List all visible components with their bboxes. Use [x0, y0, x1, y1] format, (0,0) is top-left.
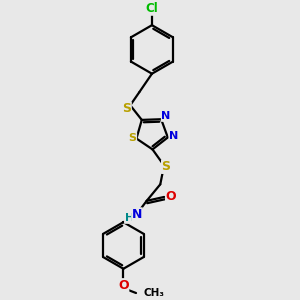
Text: H: H: [124, 213, 134, 223]
Text: N: N: [132, 208, 142, 221]
Text: O: O: [118, 279, 129, 292]
Text: O: O: [166, 190, 176, 203]
Text: N: N: [169, 131, 178, 142]
Text: N: N: [161, 111, 171, 121]
Text: S: S: [129, 133, 136, 142]
Text: CH₃: CH₃: [144, 288, 165, 298]
Text: S: S: [122, 102, 131, 115]
Text: S: S: [162, 160, 171, 173]
Text: Cl: Cl: [146, 2, 158, 15]
